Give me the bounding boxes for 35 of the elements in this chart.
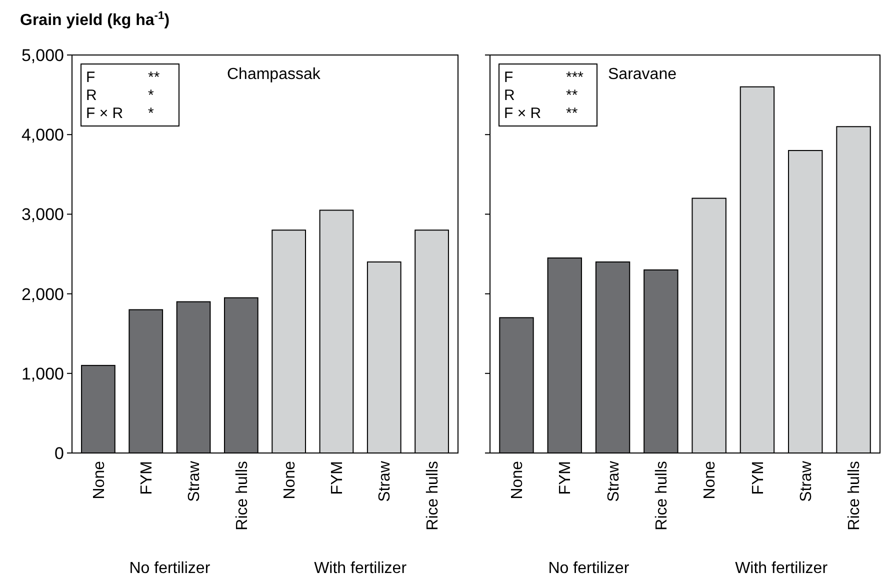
y-tick-label: 4,000 [21, 126, 64, 145]
x-tick-label: FYM [138, 461, 156, 495]
text: F × R ** [504, 105, 578, 122]
text: F *** [504, 69, 584, 86]
x-tick-label: Rice hulls [234, 461, 251, 530]
x-tick-label: None [702, 460, 719, 500]
text: Saravane [608, 66, 677, 83]
y-tick-label: 0 [54, 444, 64, 463]
y-axis-title: Grain yield (kg ha$^{-1}$) [20, 10, 170, 29]
x-tick-label: None [509, 460, 526, 500]
text: R ** [504, 87, 578, 104]
y-tick-label: 5,000 [21, 46, 64, 65]
x-tick-label: Straw [798, 460, 815, 502]
x-tick-label: FYM [750, 461, 767, 495]
x-tick-label: Rice hulls [654, 461, 671, 530]
y-tick-label: 3,000 [21, 205, 64, 224]
text: No fertilizer [548, 560, 630, 577]
x-tick-label: None [90, 460, 108, 500]
y-tick-label: 2,000 [21, 284, 64, 304]
text: F ** [86, 69, 160, 86]
text: With fertilizer [314, 560, 408, 577]
x-tick-label: FYM [557, 461, 574, 495]
x-tick-label: FYM [329, 461, 346, 495]
text: F × R * [86, 105, 154, 122]
text: R * [86, 87, 154, 104]
x-tick-label: Straw [605, 460, 622, 502]
text: With fertilizer [735, 560, 828, 577]
y-tick-label: 1,000 [21, 364, 64, 384]
text: No fertilizer [129, 560, 211, 577]
x-tick-label: Straw [186, 460, 204, 502]
x-tick-label: Rice hulls [424, 461, 442, 530]
x-tick-label: None [281, 460, 298, 500]
x-tick-label: Straw [376, 460, 394, 502]
text: Champassak [227, 66, 322, 83]
x-tick-label: Rice hulls [846, 461, 864, 530]
